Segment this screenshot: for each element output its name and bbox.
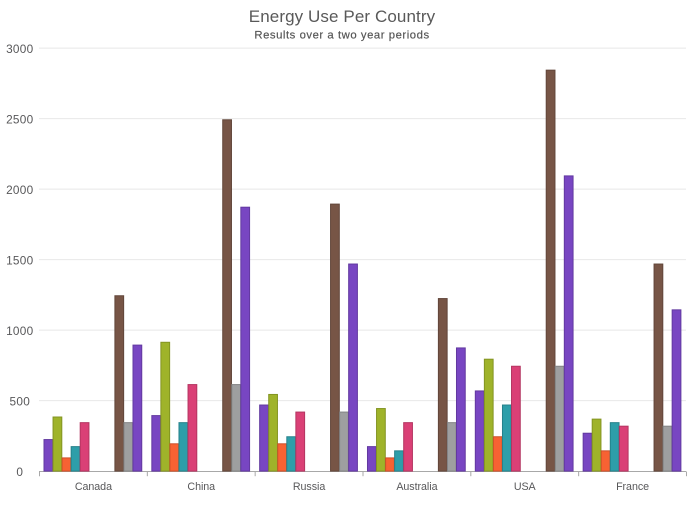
svg-text:500: 500 <box>10 395 31 409</box>
svg-text:Results over a two year period: Results over a two year periods <box>254 30 429 42</box>
svg-text:USA: USA <box>514 481 537 493</box>
svg-text:1000: 1000 <box>6 324 34 338</box>
svg-text:Energy Use Per Country: Energy Use Per Country <box>249 7 436 26</box>
svg-text:0: 0 <box>16 465 23 479</box>
svg-text:3000: 3000 <box>6 42 34 56</box>
svg-text:France: France <box>616 481 649 493</box>
svg-text:Canada: Canada <box>75 481 112 493</box>
svg-text:1500: 1500 <box>6 254 34 268</box>
svg-text:Australia: Australia <box>396 481 437 493</box>
svg-text:China: China <box>187 481 215 493</box>
svg-text:2000: 2000 <box>6 183 34 197</box>
svg-text:2500: 2500 <box>6 113 34 127</box>
svg-text:Russia: Russia <box>293 481 325 493</box>
